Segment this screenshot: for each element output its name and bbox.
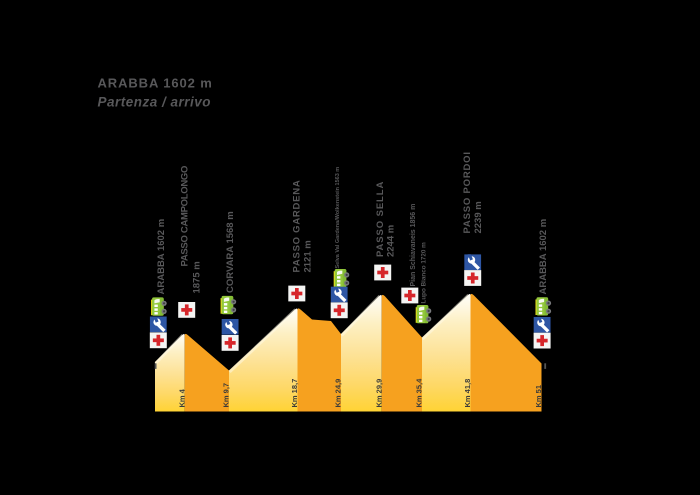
svg-text:Km 24,9: Km 24,9	[334, 379, 343, 408]
svg-text:ARABBA 1602 m: ARABBA 1602 m	[538, 219, 549, 295]
svg-text:2239 m: 2239 m	[473, 201, 484, 233]
svg-text:2121 m: 2121 m	[302, 240, 313, 272]
svg-text:Km 18,7: Km 18,7	[290, 379, 299, 408]
svg-text:Pian Schiavaneis 1856 m: Pian Schiavaneis 1856 m	[410, 204, 417, 287]
svg-text:Selva Val Gardena/Wolkenstein: Selva Val Gardena/Wolkenstein 1563 m	[335, 167, 341, 269]
svg-text:Km 51: Km 51	[534, 385, 543, 408]
svg-text:Km 4: Km 4	[177, 388, 186, 407]
svg-text:ARABBA 1602 m: ARABBA 1602 m	[156, 219, 167, 295]
svg-text:PASSO GARDENA: PASSO GARDENA	[292, 180, 303, 273]
svg-text:Km 35,4: Km 35,4	[415, 378, 424, 408]
svg-text:Km 29,9: Km 29,9	[374, 379, 383, 408]
svg-text:PASSO SELLA: PASSO SELLA	[375, 181, 386, 257]
svg-text:PASSO CAMPOLONGO: PASSO CAMPOLONGO	[180, 166, 191, 267]
svg-text:ARABBA 1602 m: ARABBA 1602 m	[98, 76, 213, 91]
svg-text:Km 41,8: Km 41,8	[463, 379, 472, 408]
svg-text:Lupo Bianco 1720 m: Lupo Bianco 1720 m	[421, 242, 428, 304]
svg-text:Km 9,7: Km 9,7	[222, 383, 231, 408]
svg-text:CORVARA 1568 m: CORVARA 1568 m	[225, 211, 236, 293]
svg-text:2244 m: 2244 m	[386, 225, 397, 257]
svg-text:1875 m: 1875 m	[192, 261, 203, 293]
svg-text:Partenza / arrivo: Partenza / arrivo	[98, 95, 212, 110]
svg-text:PASSO PORDOI: PASSO PORDOI	[462, 151, 473, 233]
